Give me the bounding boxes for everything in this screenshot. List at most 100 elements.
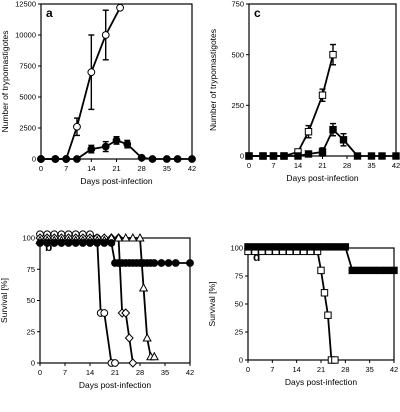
data-point <box>362 266 370 275</box>
data-point <box>339 136 348 144</box>
data-point <box>292 243 301 251</box>
series-line <box>41 7 121 160</box>
data-point <box>269 152 278 160</box>
x-axis-title: Days post-infection <box>80 176 153 186</box>
x-tick-label: 0 <box>39 164 43 173</box>
data-point <box>43 239 52 247</box>
x-tick-label: 21 <box>317 365 325 374</box>
y-axis-title: Number of trypomastigotes <box>208 29 218 131</box>
data-point <box>317 266 325 275</box>
x-tick-label: 35 <box>163 164 171 173</box>
x-tick-label: 42 <box>186 368 194 377</box>
data-point <box>265 243 273 251</box>
data-point <box>164 259 173 267</box>
data-point <box>313 243 322 251</box>
data-point <box>245 152 253 160</box>
data-point <box>78 239 87 247</box>
data-point <box>320 289 329 297</box>
y-tick-label: 7500 <box>19 62 36 71</box>
data-point <box>113 232 124 242</box>
data-point <box>138 282 149 292</box>
data-point <box>73 122 81 131</box>
data-point <box>299 243 308 251</box>
y-axis-title: Survival [%] <box>0 278 9 323</box>
y-tick-label: 0 <box>240 152 244 161</box>
data-point <box>324 311 332 319</box>
data-point <box>107 239 116 247</box>
data-point <box>376 266 384 275</box>
x-tick-label: 14 <box>87 164 95 173</box>
series-square-open <box>245 43 337 160</box>
data-point <box>36 239 44 247</box>
data-point <box>327 243 336 251</box>
y-tick-label: 5000 <box>19 93 36 102</box>
series-circle-open <box>37 3 124 163</box>
data-point <box>111 359 119 367</box>
data-point <box>62 155 71 163</box>
x-tick-label: 7 <box>271 161 275 170</box>
chart-panel-d: 0 7 14 21 28 35 42 0 25 50 75 100 Days post-infectio… <box>207 243 398 387</box>
y-tick-label: 100 <box>230 244 243 253</box>
data-point <box>286 243 294 251</box>
y-tick-label: 0 <box>239 356 243 365</box>
x-tick-label: 7 <box>64 164 68 173</box>
data-point <box>150 259 159 267</box>
x-tick-label: 21 <box>318 161 326 170</box>
y-tick-label: 0 <box>32 155 36 164</box>
x-axis-title: Days post-infection <box>79 380 152 390</box>
data-point <box>142 332 152 342</box>
x-axis-title: Days post-infection <box>285 377 358 387</box>
x-axis-title: Days post-infection <box>286 173 359 183</box>
data-point <box>329 50 337 59</box>
x-tick-label: 28 <box>137 164 145 173</box>
data-point <box>383 266 391 275</box>
x-tick-label: 21 <box>111 368 119 377</box>
data-point <box>318 148 327 156</box>
y-tick-label: 25 <box>27 327 35 336</box>
x-tick-label: 14 <box>292 365 300 374</box>
data-point <box>280 152 288 160</box>
data-point <box>57 239 66 247</box>
y-tick-label: 0 <box>31 359 35 368</box>
series-square-open <box>244 247 339 364</box>
x-tick-label: 35 <box>365 365 373 374</box>
data-point <box>186 259 194 267</box>
data-point <box>369 266 377 275</box>
data-point <box>392 152 400 160</box>
y-axis-title: Survival [%] <box>207 282 217 327</box>
data-point <box>51 155 60 163</box>
y-tick-label: 750 <box>231 0 244 9</box>
series-line <box>249 54 334 157</box>
y-tick-label: 100 <box>22 234 35 243</box>
data-point <box>100 309 109 317</box>
data-point <box>329 125 337 134</box>
chart-panel-b: 0 7 14 21 28 35 42 0 25 50 75 100 Days post-infectio… <box>0 230 194 390</box>
data-point <box>294 152 302 160</box>
data-point <box>348 266 356 275</box>
data-point <box>378 152 386 160</box>
panel-letter: d <box>253 250 260 264</box>
data-point <box>86 239 94 247</box>
plot-frame <box>40 3 193 160</box>
y-tick-label: 2500 <box>19 124 36 133</box>
data-point <box>331 356 339 364</box>
x-tick-label: 42 <box>392 161 400 170</box>
chart-panel-a: 0 7 14 21 28 35 42 0 2500 5000 7500 10000 12500 Days … <box>0 0 196 186</box>
data-point <box>259 152 267 160</box>
data-point <box>171 259 180 267</box>
data-point <box>258 243 266 251</box>
data-point <box>304 127 313 136</box>
y-tick-label: 75 <box>27 265 35 274</box>
data-point <box>318 91 327 99</box>
data-point <box>87 68 96 77</box>
x-tick-label: 42 <box>188 164 196 173</box>
data-point <box>121 308 131 318</box>
data-point <box>272 243 280 251</box>
y-tick-label: 10000 <box>15 31 36 40</box>
data-point <box>279 243 287 251</box>
series-square-filled <box>245 122 400 160</box>
x-tick-label: 7 <box>270 365 274 374</box>
data-point <box>121 232 131 242</box>
x-tick-label: 21 <box>112 164 120 173</box>
